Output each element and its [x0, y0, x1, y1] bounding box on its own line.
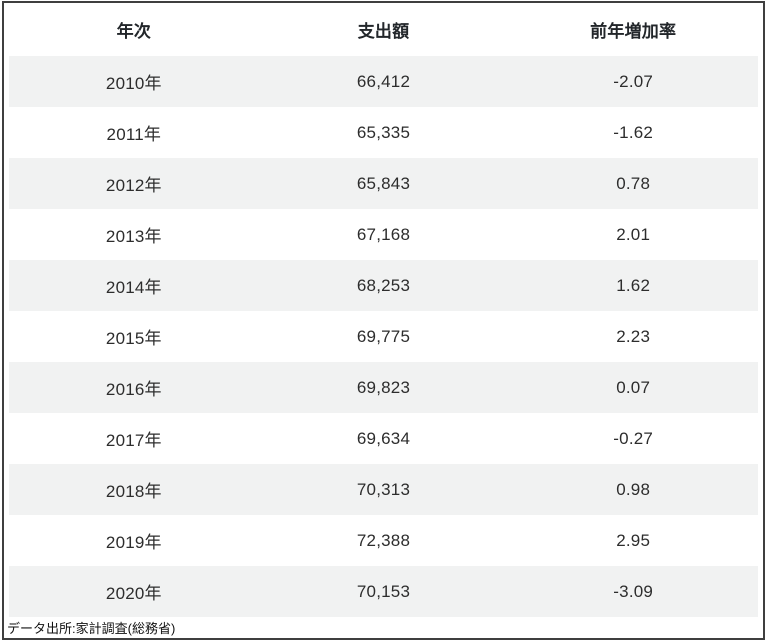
table-row: 2011年 65,335 -1.62: [9, 107, 758, 158]
amount-cell: 67,168: [356, 224, 411, 244]
rate-cell: 2.01: [616, 224, 651, 244]
table-row: 2016年 69,823 0.07: [9, 362, 758, 413]
table-row: 2014年 68,253 1.62: [9, 260, 758, 311]
table-row: 2012年 65,843 0.78: [9, 158, 758, 209]
rate-cell: 1.62: [616, 275, 651, 295]
table-row: 2019年 72,388 2.95: [9, 515, 758, 566]
rate-cell: 0.98: [616, 479, 651, 499]
amount-cell: 69,775: [356, 326, 411, 346]
rate-cell: 0.78: [616, 173, 651, 193]
year-cell: 2016年: [105, 380, 162, 399]
rate-cell: 2.23: [616, 326, 651, 346]
source-note: データ出所:家計調査(総務省): [4, 617, 763, 638]
rate-cell: 2.95: [616, 530, 651, 550]
rate-cell: -2.07: [613, 71, 654, 91]
table-row: 2015年 69,775 2.23: [9, 311, 758, 362]
rate-cell: -3.09: [613, 581, 654, 601]
column-header-growth-rate: 前年増加率: [590, 22, 677, 41]
year-cell: 2018年: [105, 482, 162, 501]
year-cell: 2015年: [105, 329, 162, 348]
column-header-expenditure: 支出額: [357, 22, 410, 41]
year-cell: 2012年: [105, 176, 162, 195]
amount-cell: 72,388: [356, 530, 411, 550]
table-row: 2018年 70,313 0.98: [9, 464, 758, 515]
year-cell: 2019年: [105, 533, 162, 552]
year-cell: 2014年: [105, 278, 162, 297]
amount-cell: 66,412: [356, 71, 411, 91]
year-cell: 2011年: [106, 125, 162, 144]
amount-cell: 69,634: [356, 428, 411, 448]
amount-cell: 65,335: [356, 122, 411, 142]
amount-cell: 65,843: [356, 173, 411, 193]
rate-cell: 0.07: [616, 377, 651, 397]
column-header-year: 年次: [116, 22, 152, 41]
table-row: 2013年 67,168 2.01: [9, 209, 758, 260]
year-cell: 2017年: [105, 431, 162, 450]
table-body: 2010年 66,412 -2.07 2011年 65,335 -1.62 20…: [9, 56, 758, 617]
amount-cell: 69,823: [356, 377, 411, 397]
table-header-row: 年次 支出額 前年増加率: [9, 3, 758, 56]
rate-cell: -1.62: [613, 122, 654, 142]
table-row: 2017年 69,634 -0.27: [9, 413, 758, 464]
table-row: 2020年 70,153 -3.09: [9, 566, 758, 617]
year-cell: 2020年: [105, 584, 162, 603]
amount-cell: 68,253: [356, 275, 411, 295]
amount-cell: 70,153: [356, 581, 411, 601]
rate-cell: -0.27: [613, 428, 654, 448]
amount-cell: 70,313: [356, 479, 411, 499]
table-row: 2010年 66,412 -2.07: [9, 56, 758, 107]
year-cell: 2013年: [105, 227, 162, 246]
year-cell: 2010年: [105, 74, 162, 93]
